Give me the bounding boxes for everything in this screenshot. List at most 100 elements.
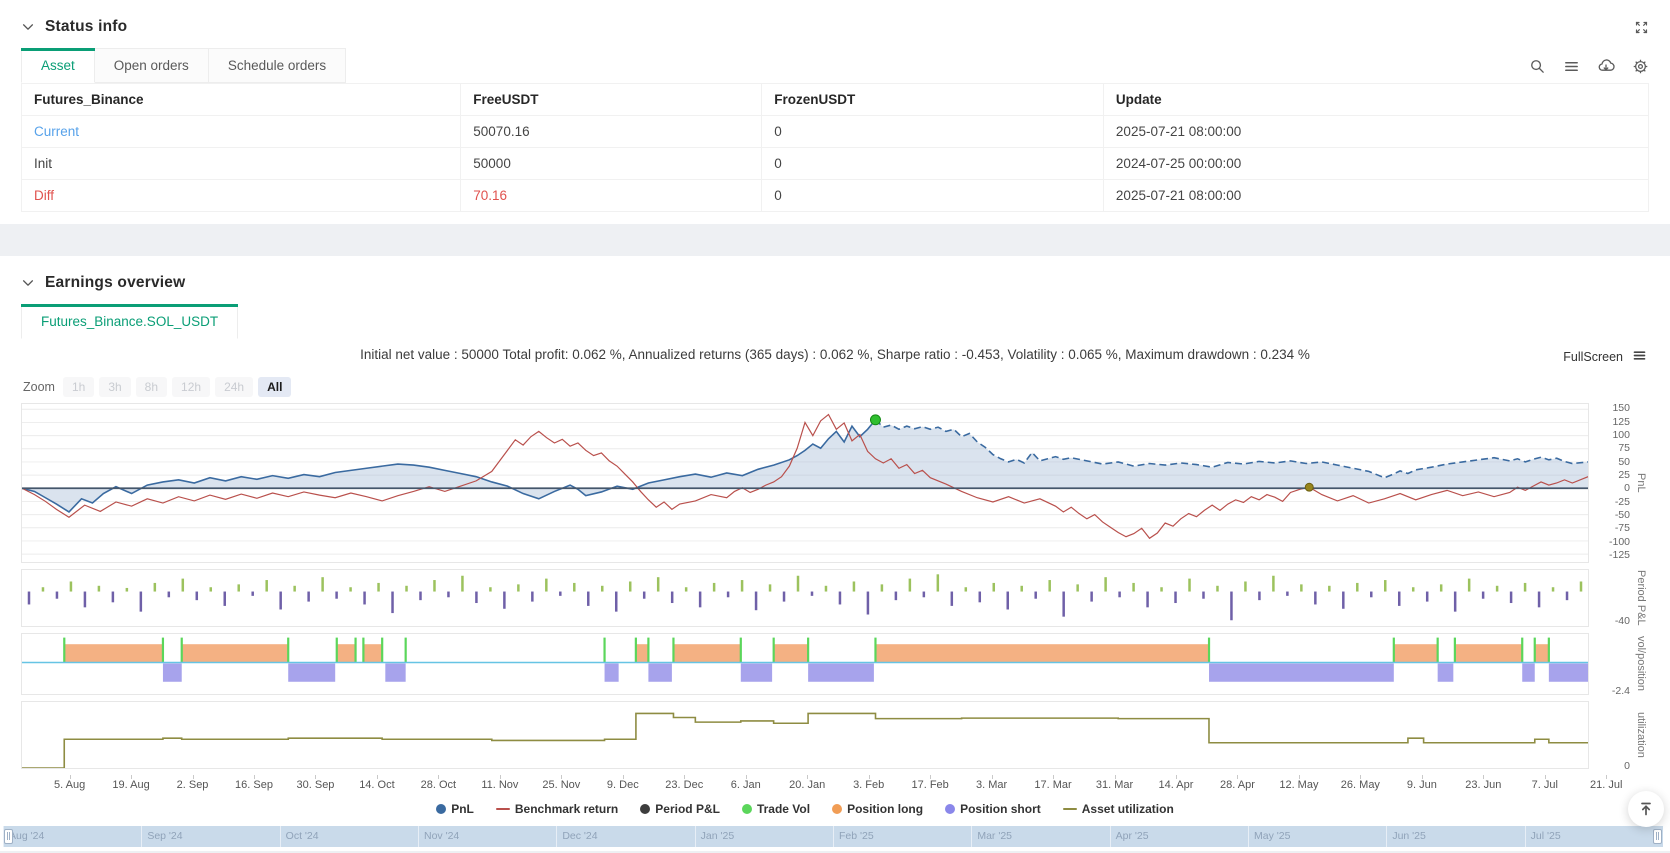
x-label-31-mar: 31. Mar <box>1095 779 1134 791</box>
legend-item-position-short[interactable]: Position short <box>945 802 1041 816</box>
cell-diff-3: 2025-07-21 08:00:00 <box>1102 179 1650 212</box>
x-tick <box>1175 775 1177 779</box>
navigator-right-handle[interactable] <box>1653 828 1662 844</box>
zoom-button-12h[interactable]: 12h <box>172 377 211 397</box>
cell-current-0[interactable]: Current <box>20 115 462 148</box>
x-label-12-may: 12. May <box>1279 779 1319 791</box>
legend-item-trade-vol[interactable]: Trade Vol <box>741 802 811 816</box>
legend-item-pnl[interactable]: PnL <box>436 802 474 816</box>
search-icon[interactable] <box>1529 58 1546 75</box>
x-label-2-sep: 2. Sep <box>176 779 209 791</box>
fullscreen-button[interactable]: FullScreen <box>1563 348 1647 366</box>
legend-item-benchmark-return[interactable]: Benchmark return <box>495 802 619 816</box>
x-label-3-feb: 3. Feb <box>853 779 885 791</box>
column-header-update: Update <box>1102 83 1650 116</box>
x-tick <box>991 775 993 779</box>
x-tick <box>131 775 133 779</box>
x-label-14-oct: 14. Oct <box>359 779 395 791</box>
tab-futures-binance-sol-usdt[interactable]: Futures_Binance.SOL_USDT <box>21 304 239 339</box>
x-tick <box>69 775 71 779</box>
zoom-row: Zoom 1h 3h 8h 12h 24h All <box>23 377 1649 397</box>
earnings-chart: 150 125 100 75 50 25 0 -25 -50 -75 -100 -125 PnL -4… <box>3 402 1663 847</box>
pnl-panel[interactable] <box>21 403 1589 563</box>
tab-asset[interactable]: Asset <box>21 48 95 83</box>
period-p-l-swatch <box>640 804 651 814</box>
chart-context-menu-icon[interactable] <box>1632 348 1647 366</box>
fullscreen-label[interactable]: FullScreen <box>1563 350 1623 364</box>
x-tick <box>1237 775 1239 779</box>
navigator-month-jun-25: Jun '25 <box>1392 830 1426 842</box>
collapse-chevron-icon[interactable] <box>21 276 35 290</box>
x-label-3-mar: 3. Mar <box>975 779 1008 791</box>
x-tick <box>622 775 624 779</box>
x-axis-labels: 5. Aug 19. Aug 2. Sep 16. Sep 30. Sep 14. Oct… <box>21 775 1622 794</box>
legend-label: Period P&L <box>655 802 720 816</box>
status-tabs-row: Asset Open orders Schedule orders <box>21 48 1649 83</box>
x-tick <box>807 775 809 779</box>
zoom-buttons: 1h 3h 8h 12h 24h All <box>62 377 292 397</box>
x-tick <box>1421 775 1423 779</box>
asset-utilization-swatch <box>1062 807 1077 811</box>
collapse-chevron-icon[interactable] <box>21 20 35 34</box>
cell-diff-1: 70.16 <box>460 179 763 212</box>
x-label-23-jun: 23. Jun <box>1465 779 1502 791</box>
back-to-top-button[interactable] <box>1628 791 1664 827</box>
earnings-header: Earnings overview <box>21 266 1649 300</box>
x-tick <box>1298 775 1300 779</box>
zoom-button-3h[interactable]: 3h <box>99 377 131 397</box>
utilization-panel[interactable] <box>21 701 1589 769</box>
legend-item-position-long[interactable]: Position long <box>832 802 923 816</box>
y-tick: 125 <box>1612 415 1630 428</box>
x-label-25-nov: 25. Nov <box>542 779 581 791</box>
menu-icon[interactable] <box>1563 58 1580 75</box>
status-info-title: Status info <box>45 18 128 35</box>
chart-navigator[interactable]: Aug '24 Sep '24 Oct '24 Nov '24 Dec '24 Jan '… <box>3 826 1663 847</box>
stats-row: Initial net value : 50000 Total profit: … <box>21 347 1649 369</box>
x-label-5-aug: 5. Aug <box>53 779 86 791</box>
cloud-download-icon[interactable] <box>1597 57 1615 75</box>
x-tick <box>561 775 563 779</box>
earnings-card: Earnings overview Futures_Binance.SOL_US… <box>0 256 1670 851</box>
x-tick <box>930 775 932 779</box>
navigator-month-nov-24: Nov '24 <box>424 830 460 842</box>
tab-open-orders[interactable]: Open orders <box>94 48 209 83</box>
expand-icon[interactable] <box>1634 20 1649 35</box>
period-pnl-panel[interactable] <box>21 569 1589 627</box>
navigator-left-handle[interactable] <box>4 828 13 844</box>
y-tick: -50 <box>1614 509 1630 521</box>
position-long-swatch <box>832 804 843 814</box>
x-label-21-jul: 21. Jul <box>1590 779 1623 791</box>
tab-schedule-orders[interactable]: Schedule orders <box>208 48 347 83</box>
vol-position-axis-title: vol/position <box>1635 636 1647 692</box>
table-row: Current 50070.16 0 2025-07-21 08:00:00 <box>20 115 1650 148</box>
period-pnl-axis: -40 <box>1589 569 1633 627</box>
x-tick <box>1360 775 1362 779</box>
vol-position-axis: -2.4 <box>1589 633 1633 697</box>
zoom-button-8h[interactable]: 8h <box>135 377 168 397</box>
navigator-month-separator <box>694 826 696 847</box>
table-actions <box>1529 57 1649 83</box>
x-tick <box>1483 775 1485 779</box>
utilization-axis: 0 <box>1589 701 1633 772</box>
vol-position-panel[interactable] <box>21 633 1589 695</box>
zoom-button-all[interactable]: All <box>258 377 292 397</box>
cell-init-1: 50000 <box>460 147 763 180</box>
earnings-tabs-row: Futures_Binance.SOL_USDT <box>21 304 1649 339</box>
zoom-button-24h[interactable]: 24h <box>215 377 254 397</box>
legend-label: Benchmark return <box>514 802 619 816</box>
chart-legend: PnL Benchmark return Period P&L Trade Vol Po… <box>21 800 1589 818</box>
gear-icon[interactable] <box>1632 58 1649 75</box>
x-label-7-jul: 7. Jul <box>1531 779 1558 791</box>
legend-item-period-p-l[interactable]: Period P&L <box>640 802 720 816</box>
period-pnl-axis-title: Period P&L <box>1635 570 1647 626</box>
legend-item-asset-utilization[interactable]: Asset utilization <box>1062 802 1174 816</box>
cell-current-1: 50070.16 <box>460 115 763 148</box>
legend-label: PnL <box>451 802 474 816</box>
column-header-futures-binance: Futures_Binance <box>20 83 462 116</box>
benchmark-return-swatch <box>495 807 510 811</box>
legend-label: Trade Vol <box>756 802 811 816</box>
navigator-month-separator <box>1248 826 1249 847</box>
x-tick <box>376 775 378 779</box>
cell-current-3: 2025-07-21 08:00:00 <box>1102 115 1650 148</box>
zoom-button-1h[interactable]: 1h <box>62 377 95 397</box>
